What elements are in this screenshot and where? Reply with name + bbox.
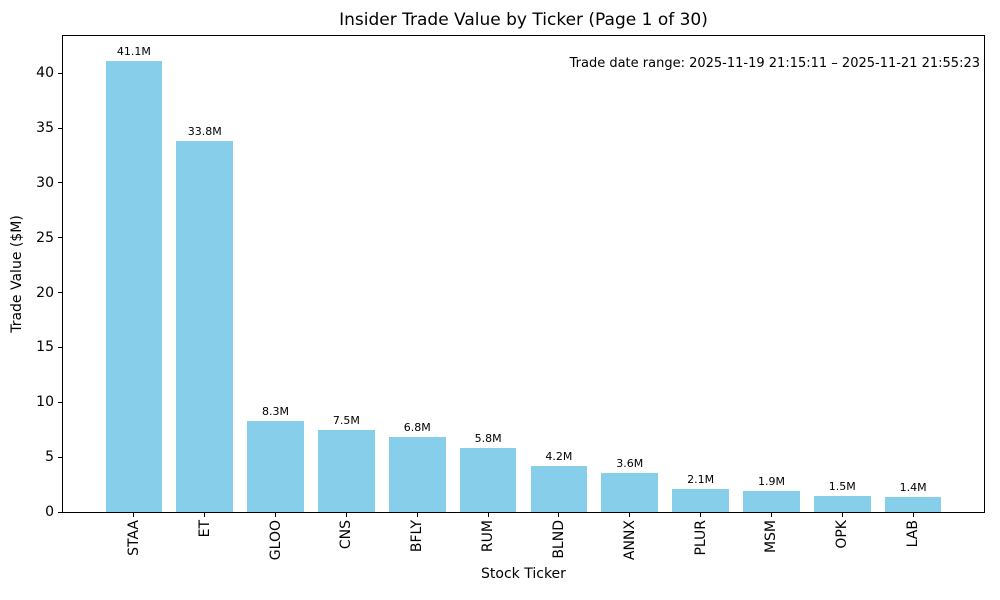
x-tick-label-text: BLND	[550, 520, 567, 559]
x-tick-label-plur: PLUR	[693, 520, 709, 556]
y-tick	[58, 401, 63, 403]
date-range-annotation: Trade date range: 2025-11-19 21:15:11 – …	[569, 56, 980, 71]
x-tick-label-annx: ANNX	[622, 520, 638, 560]
y-tick	[58, 182, 63, 184]
x-tick-label-text: MSM	[763, 520, 780, 554]
x-tick-label-text: RUM	[480, 520, 497, 553]
y-tick-label: 35	[36, 120, 54, 137]
x-tick	[487, 512, 489, 517]
x-tick	[700, 512, 702, 517]
bar-et	[176, 141, 234, 512]
bar-lab	[884, 496, 942, 512]
bar-value-label: 41.1M	[116, 45, 151, 59]
y-axis-label: Trade Value ($M)	[9, 215, 25, 333]
x-tick	[133, 512, 135, 517]
x-tick-label-text: PLUR	[692, 520, 709, 556]
bar-cns	[318, 429, 375, 512]
bar-msm	[743, 491, 800, 512]
x-tick-label-lab: LAB	[905, 520, 921, 547]
x-tick	[345, 512, 347, 517]
x-tick-label-blnd: BLND	[551, 520, 567, 559]
x-tick	[416, 512, 418, 517]
x-tick-label-opk: OPK	[834, 520, 850, 549]
bar-plur	[672, 488, 729, 512]
y-tick-label: 20	[36, 284, 54, 301]
y-tick	[58, 72, 63, 74]
x-tick-label-text: STAA	[125, 520, 142, 556]
x-tick-label-rum: RUM	[480, 520, 496, 552]
x-axis-label: Stock Ticker	[481, 566, 566, 582]
x-tick	[558, 512, 560, 517]
bar-blnd	[530, 465, 588, 512]
y-tick-label: 40	[36, 65, 54, 82]
chart-title: Insider Trade Value by Ticker (Page 1 of…	[339, 10, 708, 30]
bar-value-label: 1.5M	[828, 479, 856, 493]
y-tick	[58, 292, 63, 294]
plot-area: Trade date range: 2025-11-19 21:15:11 – …	[36, 35, 985, 560]
y-tick-label: 15	[36, 339, 54, 356]
x-tick-label-gloo: GLOO	[268, 520, 284, 560]
x-tick-label-bfly: BFLY	[409, 520, 425, 552]
bar-value-label: 33.8M	[187, 125, 222, 139]
bar-value-label: 3.6M	[616, 456, 644, 470]
x-tick-label-staa: STAA	[126, 520, 142, 556]
x-tick	[275, 512, 277, 517]
x-tick	[770, 512, 772, 517]
y-tick-label: 30	[36, 174, 54, 191]
bar-gloo	[247, 420, 304, 512]
y-tick-label: 0	[45, 504, 54, 520]
bar-value-label: 1.9M	[757, 475, 785, 489]
x-tick-label-text: GLOO	[267, 520, 284, 561]
x-tick-label-et: ET	[197, 520, 213, 537]
y-tick	[58, 237, 63, 239]
x-tick	[629, 512, 631, 517]
x-tick-label-text: LAB	[905, 520, 922, 548]
x-tick-label-cns: CNS	[338, 520, 354, 549]
y-tick	[58, 456, 63, 458]
x-tick	[912, 512, 914, 517]
x-tick-label-text: BFLY	[409, 520, 426, 553]
x-tick	[204, 512, 206, 517]
x-tick	[841, 512, 843, 517]
y-tick	[58, 346, 63, 348]
bar-value-label: 1.4M	[899, 480, 927, 494]
x-tick-label-text: ET	[196, 520, 213, 538]
x-tick-label-msm: MSM	[763, 520, 779, 553]
y-tick-label: 25	[36, 229, 54, 246]
y-tick	[58, 511, 63, 513]
bar-value-label: 6.8M	[403, 421, 431, 435]
y-tick-label: 5	[45, 449, 54, 466]
y-tick	[58, 127, 63, 129]
bar-value-label: 8.3M	[262, 404, 290, 418]
bar-staa	[105, 61, 163, 512]
bar-annx	[601, 472, 659, 512]
y-tick-label: 10	[36, 394, 54, 411]
bar-value-label: 7.5M	[332, 413, 360, 427]
bar-value-label: 5.8M	[474, 432, 502, 446]
bar-rum	[459, 448, 517, 512]
x-tick-label-text: CNS	[338, 520, 355, 550]
x-tick-label-text: ANNX	[621, 520, 638, 561]
bar-value-label: 4.2M	[545, 449, 573, 463]
bar-value-label: 2.1M	[687, 472, 715, 486]
bar-bfly	[388, 437, 446, 512]
bar-opk	[813, 495, 871, 512]
x-tick-label-text: OPK	[834, 520, 851, 549]
